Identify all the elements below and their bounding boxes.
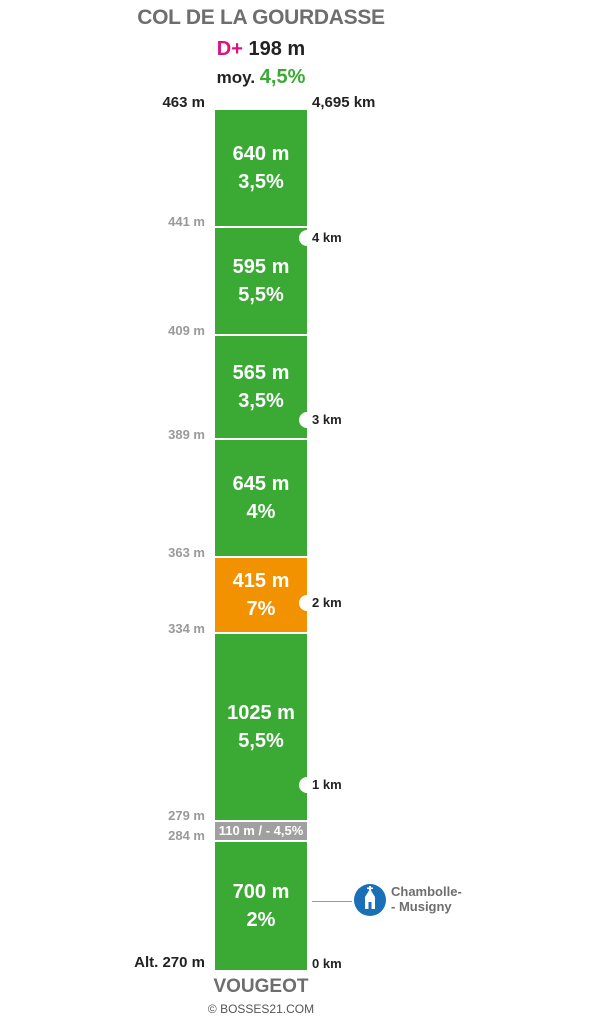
start-distance: 0 km	[312, 956, 342, 971]
segment-length: 595 m	[232, 256, 290, 278]
segment-length: 645 m	[232, 473, 290, 495]
altitude-label: 284 m	[168, 828, 205, 843]
climb-title: COL DE LA GOURDASSE	[137, 6, 385, 29]
segment-divider	[215, 820, 307, 822]
altitude-label: 363 m	[168, 545, 205, 560]
altitude-label: 441 m	[168, 214, 205, 229]
start-location: VOUGEOT	[213, 976, 309, 997]
km-notch	[299, 412, 315, 428]
segment-grade: 3,5%	[238, 171, 284, 193]
altitude-label: 279 m	[168, 808, 205, 823]
dplus-value: 198 m	[248, 38, 306, 60]
segment-6: 1025 m 5,5%	[215, 634, 307, 820]
segment-length: 640 m	[232, 143, 290, 165]
start-altitude: Alt. 270 m	[134, 954, 205, 971]
segment-grade: 5,5%	[238, 730, 284, 752]
segment-grade: 7%	[246, 598, 276, 620]
segment-grade: 5,5%	[238, 284, 284, 306]
summit-altitude: 463 m	[162, 94, 205, 111]
segment-1: 640 m 3,5%	[215, 110, 307, 226]
segment-grade: 3,5%	[238, 390, 284, 412]
segment-divider	[215, 334, 307, 336]
km-marker-2: 2 km	[312, 595, 342, 610]
segment-grade: 4%	[246, 501, 276, 523]
segment-divider	[215, 840, 307, 842]
segment-7-descent: 110 m / - 4,5%	[215, 822, 307, 840]
km-notch	[299, 777, 315, 793]
avg-label: moy.	[216, 68, 256, 87]
village-name: Chambolle- - Musigny	[391, 884, 462, 914]
segment-divider	[215, 438, 307, 440]
credit: © BOSSES21.COM	[207, 1002, 315, 1016]
segment-8: 700 m 2%	[215, 842, 307, 970]
km-notch	[299, 230, 315, 246]
segment-4: 645 m 4%	[215, 440, 307, 556]
km-marker-3: 3 km	[312, 412, 342, 427]
segment-divider	[215, 556, 307, 558]
segment-divider	[215, 226, 307, 228]
km-notch	[299, 595, 315, 611]
elevation-gain: D+ 198 m	[0, 38, 522, 61]
segment-length: 415 m	[232, 570, 290, 592]
church-icon	[354, 884, 386, 916]
village-leader-line	[312, 901, 352, 902]
village-name-line2: - Musigny	[391, 899, 452, 914]
summit-distance: 4,695 km	[312, 94, 376, 111]
avg-value: 4,5%	[259, 66, 306, 88]
altitude-label: 409 m	[168, 323, 205, 338]
segment-5: 415 m 7%	[215, 558, 307, 632]
segment-length: 110 m / - 4,5%	[218, 823, 304, 838]
segment-3: 565 m 3,5%	[215, 336, 307, 438]
segment-length: 700 m	[232, 881, 290, 903]
altitude-label: 334 m	[168, 621, 205, 636]
climb-profile: 640 m 3,5% 595 m 5,5% 565 m 3,5% 645 m 4…	[215, 110, 307, 970]
km-marker-4: 4 km	[312, 230, 342, 245]
segment-2: 595 m 5,5%	[215, 228, 307, 334]
altitude-label: 389 m	[168, 427, 205, 442]
segment-length: 1025 m	[227, 702, 295, 724]
segment-length: 565 m	[232, 362, 290, 384]
segment-divider	[215, 632, 307, 634]
segment-grade: 2%	[246, 909, 276, 931]
average-grade: moy. 4,5%	[0, 66, 522, 89]
km-marker-1: 1 km	[312, 777, 342, 792]
village-name-line1: Chambolle-	[391, 884, 462, 899]
dplus-label: D+	[216, 38, 243, 60]
